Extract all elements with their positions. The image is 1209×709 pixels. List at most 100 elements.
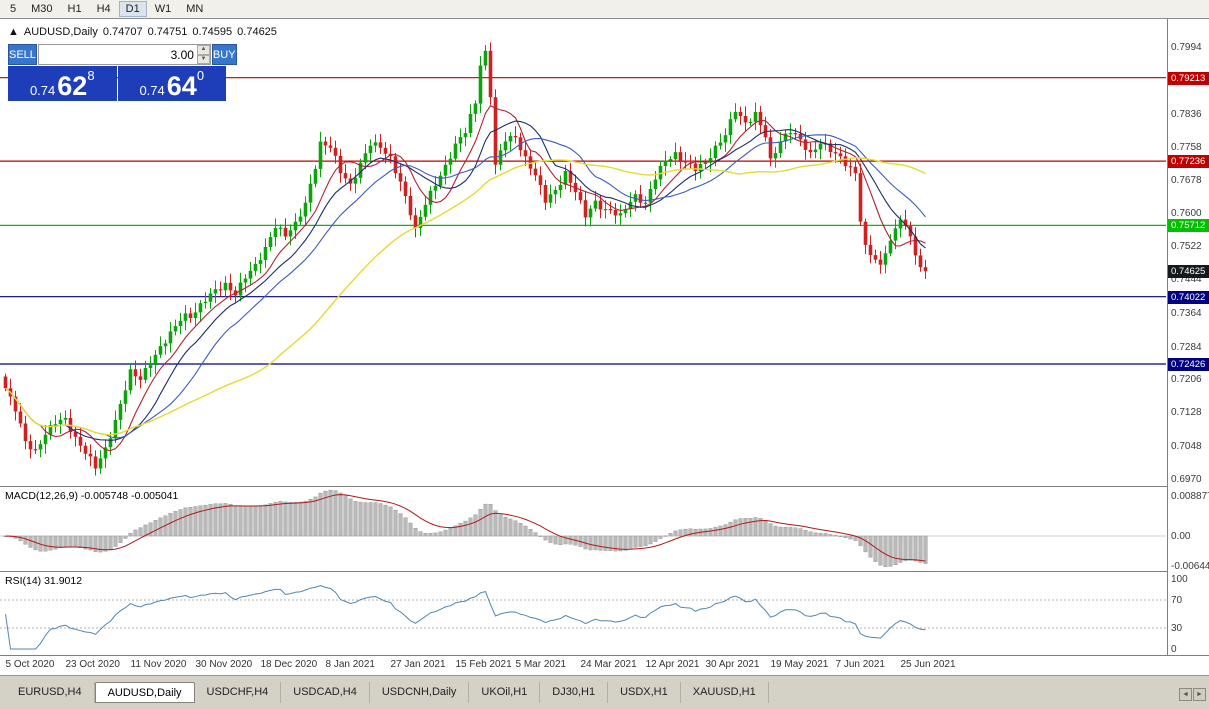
price-chart[interactable] bbox=[0, 19, 1167, 486]
sell-button[interactable]: SELL bbox=[8, 44, 37, 65]
date-label: 30 Nov 2020 bbox=[195, 659, 253, 670]
current-price-badge: 0.74625 bbox=[1168, 265, 1209, 279]
moving-average-8 bbox=[5, 104, 926, 452]
price-tick: 0.6970 bbox=[1171, 474, 1202, 486]
lot-decrease-button[interactable]: ▼ bbox=[196, 54, 210, 64]
moving-average-13 bbox=[5, 120, 926, 441]
price-axis[interactable]: 0.7994 0.7836 0.7758 0.7678 0.7600 0.7522 0.74… bbox=[1167, 19, 1209, 655]
symbol-tab-UKOil-H1[interactable]: UKOil,H1 bbox=[469, 682, 541, 703]
date-label: 30 Apr 2021 bbox=[705, 659, 760, 670]
date-label: 24 Mar 2021 bbox=[580, 659, 637, 670]
price-tick: 0.7994 bbox=[1171, 42, 1202, 53]
rsi-panel[interactable] bbox=[0, 572, 1167, 655]
date-label: 7 Jun 2021 bbox=[835, 659, 886, 670]
tab-scrollbar: ◄ ► bbox=[1179, 688, 1206, 701]
timeframe-button-M30[interactable]: M30 bbox=[31, 3, 53, 15]
panel-separator[interactable] bbox=[0, 571, 1209, 572]
price-tick: 0.7758 bbox=[1171, 141, 1202, 153]
ohlc-close: 0.74625 bbox=[237, 26, 277, 38]
price-level-badge: 0.75712 bbox=[1168, 219, 1209, 233]
macd-axis-tick: 0.00 bbox=[1171, 531, 1191, 542]
moving-average-21 bbox=[5, 134, 926, 439]
symbol-tabs: EURUSD,H4 AUDUSD,Daily USDCHF,H4 USDCAD,H4 U… bbox=[6, 676, 1209, 703]
timeframe-button-H4[interactable]: H4 bbox=[96, 3, 111, 15]
symbol-tab-DJ30-H1[interactable]: DJ30,H1 bbox=[540, 682, 609, 703]
horizontal-level-lines[interactable] bbox=[0, 77, 1166, 365]
tab-scroll-right-button[interactable]: ► bbox=[1193, 688, 1206, 701]
panel-separator bbox=[0, 655, 1209, 656]
date-axis[interactable]: 5 Oct 2020 23 Oct 2020 11 Nov 2020 30 Nov 2… bbox=[0, 656, 1209, 675]
bid-price-display[interactable]: 0.74 62 8 bbox=[8, 66, 117, 101]
price-level-badge: 0.79213 bbox=[1168, 71, 1209, 85]
bottom-chrome: EURUSD,H4 AUDUSD,Daily USDCHF,H4 USDCAD,H4 U… bbox=[0, 675, 1209, 709]
symbol-tab-EURUSD-H4[interactable]: EURUSD,H4 bbox=[6, 682, 95, 703]
price-tick: 0.7522 bbox=[1171, 241, 1202, 253]
symbol-tab-USDX-H1[interactable]: USDX,H1 bbox=[608, 682, 681, 703]
date-label: 5 Oct 2020 bbox=[5, 659, 55, 670]
panel-separator[interactable] bbox=[0, 486, 1209, 487]
timeframe-button-D1[interactable]: D1 bbox=[118, 1, 147, 17]
date-label: 8 Jan 2021 bbox=[325, 659, 376, 670]
price-tick: 0.7836 bbox=[1171, 108, 1202, 120]
symbol-tab-USDCAD-H4[interactable]: USDCAD,H4 bbox=[281, 682, 370, 703]
ohlc-low: 0.74595 bbox=[192, 26, 233, 38]
price-tick: 0.7048 bbox=[1171, 441, 1202, 453]
price-tick: 0.7284 bbox=[1171, 341, 1202, 353]
date-label: 27 Jan 2021 bbox=[390, 659, 446, 670]
lot-size-input[interactable] bbox=[38, 45, 197, 64]
collapse-panel-icon[interactable]: ▲ bbox=[8, 26, 19, 38]
date-label: 15 Feb 2021 bbox=[455, 659, 512, 670]
rsi-line bbox=[5, 585, 926, 650]
price-tick: 0.7600 bbox=[1171, 208, 1202, 220]
price-tick: 0.7364 bbox=[1171, 307, 1202, 319]
macd-indicator-label: MACD(12,26,9) -0.005748 -0.005041 bbox=[5, 490, 179, 502]
ohlc-open: 0.74707 bbox=[102, 26, 143, 38]
symbol-tab-AUDUSD-Daily[interactable]: AUDUSD,Daily bbox=[94, 682, 195, 703]
price-level-badge: 0.74022 bbox=[1168, 290, 1209, 304]
date-label: 11 Nov 2020 bbox=[130, 659, 187, 670]
timeframe-button-W1[interactable]: W1 bbox=[154, 3, 172, 15]
buy-button[interactable]: BUY bbox=[211, 44, 237, 65]
price-tick: 0.7206 bbox=[1171, 374, 1202, 386]
symbol-tab-USDCNH-Daily[interactable]: USDCNH,Daily bbox=[370, 682, 470, 703]
bid-price-big-digits: 62 bbox=[57, 71, 88, 101]
macd-axis-tick: -0.0064452 bbox=[1171, 561, 1209, 572]
price-tick: 0.7444 bbox=[1171, 274, 1202, 286]
ask-price-prefix: 0.74 bbox=[139, 83, 165, 98]
symbol-tab-USDCHF-H4[interactable]: USDCHF,H4 bbox=[195, 682, 282, 703]
macd-panel[interactable] bbox=[0, 487, 1167, 571]
moving-average-50 bbox=[5, 156, 926, 436]
one-click-trading-panel: SELL ▲ ▼ BUY 0.74 62 8 0.74 64 0 bbox=[8, 44, 237, 101]
macd-signal-line bbox=[5, 494, 926, 562]
ask-price-pip-digit: 0 bbox=[196, 68, 205, 83]
timeframe-button-5[interactable]: 5 bbox=[10, 3, 17, 15]
ask-price-big-digits: 64 bbox=[166, 71, 197, 101]
price-tick: 0.7678 bbox=[1171, 175, 1202, 187]
lot-size-field: ▲ ▼ bbox=[37, 44, 211, 65]
tab-scroll-left-button[interactable]: ◄ bbox=[1179, 688, 1192, 701]
date-label: 19 May 2021 bbox=[770, 659, 829, 670]
rsi-axis-tick: 30 bbox=[1171, 623, 1183, 634]
ask-price-display[interactable]: 0.74 64 0 bbox=[117, 66, 226, 101]
date-label: 18 Dec 2020 bbox=[260, 659, 318, 670]
rsi-indicator-label: RSI(14) 31.9012 bbox=[5, 575, 83, 587]
lot-increase-button[interactable]: ▲ bbox=[196, 45, 210, 55]
price-tick: 0.7128 bbox=[1171, 407, 1202, 419]
ohlc-high: 0.74751 bbox=[147, 26, 188, 38]
chart-symbol: AUDUSD,Daily bbox=[23, 26, 98, 38]
rsi-axis-tick: 0 bbox=[1171, 644, 1177, 655]
price-level-badge: 0.77236 bbox=[1168, 155, 1209, 169]
date-label: 12 Apr 2021 bbox=[645, 659, 700, 670]
timeframe-button-H1[interactable]: H1 bbox=[67, 3, 82, 15]
candlestick-series bbox=[3, 42, 928, 476]
bid-price-prefix: 0.74 bbox=[29, 83, 56, 98]
symbol-tab-XAUUSD-H1[interactable]: XAUUSD,H1 bbox=[681, 682, 769, 703]
timeframe-toolbar: 5 M30 H1 H4 D1 W1 MN bbox=[0, 0, 1209, 19]
chart-ohlc-header: ▲ AUDUSD,Daily 0.74707 0.74751 0.74595 0.7462… bbox=[8, 26, 282, 38]
macd-axis-tick: 0.008877 bbox=[1171, 491, 1209, 502]
date-label: 25 Jun 2021 bbox=[900, 659, 956, 670]
timeframe-button-MN[interactable]: MN bbox=[186, 3, 204, 15]
date-label: 5 Mar 2021 bbox=[515, 659, 567, 670]
rsi-axis-tick: 70 bbox=[1171, 595, 1183, 606]
